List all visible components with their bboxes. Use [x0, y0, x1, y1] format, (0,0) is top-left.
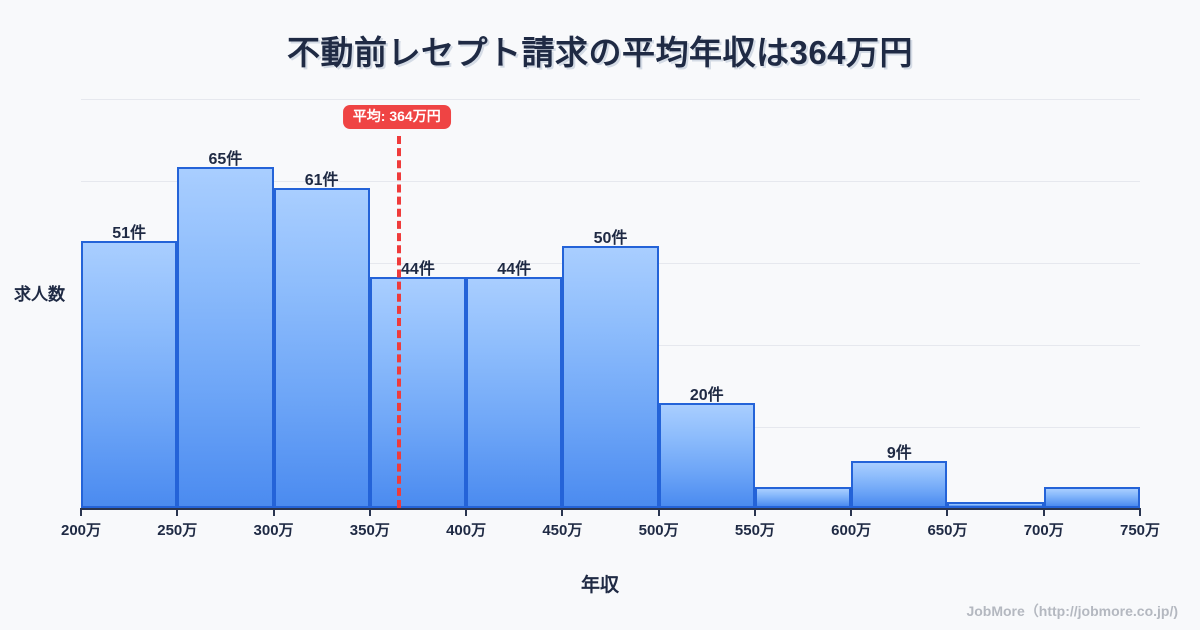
bar-value-label: 51件 — [112, 224, 147, 242]
gridline — [81, 99, 1140, 100]
bar[interactable] — [177, 167, 274, 508]
mean-line — [396, 136, 401, 508]
watermark: JobMore（http://jobmore.co.jp/) — [966, 603, 1178, 619]
x-tick-label: 350万 — [349, 522, 390, 539]
x-tick-mark — [176, 508, 179, 516]
bar-value-label: 65件 — [208, 151, 243, 169]
x-tick-mark — [272, 508, 275, 516]
bar[interactable] — [754, 487, 852, 508]
x-tick-mark — [657, 508, 660, 516]
x-tick-label: 400万 — [446, 522, 487, 539]
y-axis-title: 求人数 — [14, 285, 65, 304]
bar-value-label: 50件 — [593, 229, 628, 247]
bar[interactable] — [562, 245, 659, 508]
x-tick-label: 550万 — [734, 522, 775, 539]
x-tick-mark — [80, 508, 82, 516]
bar[interactable] — [947, 502, 1044, 508]
x-tick-label: 650万 — [927, 522, 968, 539]
bar[interactable] — [466, 277, 563, 508]
mean-badge: 平均: 364万円 — [342, 105, 451, 130]
bar[interactable] — [1043, 487, 1140, 508]
x-tick-label: 700万 — [1023, 522, 1064, 539]
x-tick-label: 250万 — [157, 522, 198, 539]
chart-title: 不動前レセプト請求の平均年収は364万円 — [286, 34, 914, 71]
bar-value-label: 44件 — [401, 261, 435, 279]
bar[interactable] — [273, 188, 370, 508]
plot-area: 51件 65件 61件 44件 44件 50件 20件 9件 — [81, 99, 1140, 508]
bar-value-label: 61件 — [304, 172, 339, 190]
x-tick-label: 500万 — [638, 522, 679, 539]
x-tick-label: 300万 — [253, 522, 294, 539]
bar[interactable] — [81, 240, 178, 508]
x-tick-mark — [1042, 508, 1045, 516]
bar[interactable] — [369, 277, 467, 508]
x-tick-mark — [1139, 508, 1141, 516]
x-tick-mark — [850, 508, 853, 516]
x-tick-mark — [753, 508, 756, 516]
x-tick-mark — [465, 508, 468, 516]
x-tick-label: 600万 — [831, 522, 872, 539]
x-tick-mark — [946, 508, 949, 516]
bar-value-label: 44件 — [497, 261, 532, 279]
gridline — [81, 181, 1140, 182]
x-tick-label: 750万 — [1119, 522, 1161, 539]
x-tick-mark — [368, 508, 371, 516]
x-axis-line — [81, 508, 1140, 510]
bar-value-label: 20件 — [689, 387, 724, 405]
x-tick-mark — [561, 508, 564, 516]
bar-value-label: 9件 — [886, 444, 912, 462]
x-tick-label: 450万 — [542, 522, 583, 539]
x-tick-label: 200万 — [60, 522, 102, 539]
bar[interactable] — [658, 403, 755, 508]
x-axis-title: 年収 — [580, 575, 619, 596]
bar[interactable] — [851, 460, 948, 508]
